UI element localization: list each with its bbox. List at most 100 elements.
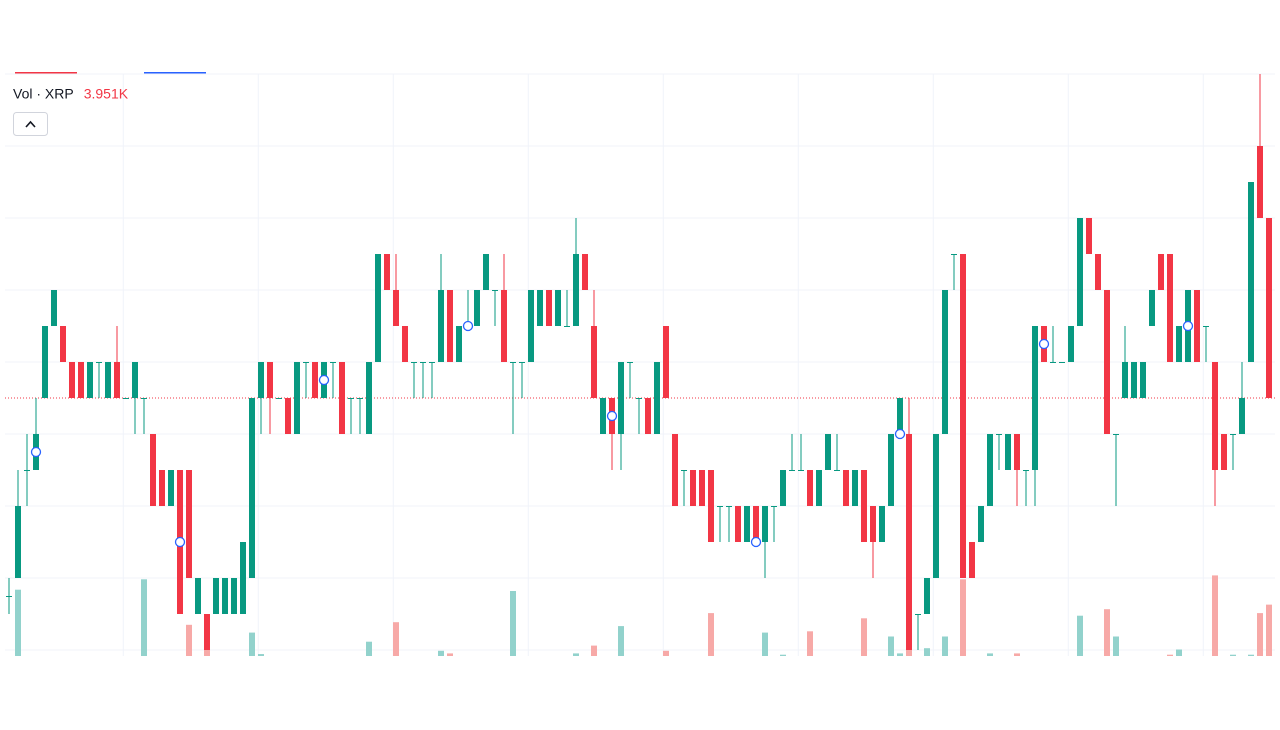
chevron-icon[interactable] [25,120,36,128]
volume-bar [1212,575,1218,656]
candle-body [1248,182,1254,362]
volume-bar [510,591,516,656]
event-marker [1038,338,1050,350]
candle-body [537,290,543,326]
volume-bar [366,641,372,656]
candle-body [330,362,336,363]
candle-body [42,326,48,398]
candle-body [1257,146,1263,218]
volume-bar [897,653,903,656]
candle-body [735,506,741,542]
candle-body [312,362,318,398]
candle-body [636,398,642,399]
candle-body [591,326,597,398]
candle-body [843,470,849,506]
candle-body [1059,362,1065,363]
volume-bar [141,579,147,656]
candle-body [186,470,192,578]
legend-value: 3.951K [84,86,129,102]
candle-body [1104,290,1110,434]
collapse-button[interactable] [13,112,48,136]
candle-body [888,434,894,506]
volume-bar [393,622,399,656]
volume-bar [762,632,768,656]
candle-body [771,506,777,507]
candle-body [1149,290,1155,326]
candle-body [78,362,84,398]
volume-bar [15,589,21,656]
volume-bar [987,653,993,656]
candle-body [717,506,723,507]
candle-body [897,398,903,434]
candle-body [1086,218,1092,254]
volume-bar [1113,636,1119,656]
candle-body [150,434,156,506]
candle-body [276,398,282,399]
legend-name: Vol · XRP [13,86,74,102]
candle-body [303,362,309,363]
volume-bar [573,653,579,656]
candle-body [969,542,975,578]
candle-body [447,290,453,362]
candle-body [420,362,426,363]
button-frame[interactable] [13,112,48,136]
candle-body [474,290,480,326]
candle-body [1122,362,1128,398]
volume-bar [1014,653,1020,656]
candle-body [816,470,822,506]
candle-body [879,506,885,542]
candle-body [456,326,462,362]
volume-bar [861,618,867,656]
candle-body [645,398,651,434]
plot-area [5,74,1275,656]
candle-body [168,470,174,506]
candle-body [564,326,570,327]
candle-body [1266,218,1272,398]
candle-body [906,434,912,650]
candle-body [690,470,696,506]
volume-bar [1230,654,1236,656]
candle-body [6,596,12,597]
candle-body [159,470,165,506]
candle-body [1221,434,1227,470]
candle-body [231,578,237,614]
candle-body [1005,434,1011,470]
volume-bar [780,654,786,656]
candle-body [1014,434,1020,470]
candle-body [60,326,66,362]
candle-body [492,290,498,291]
candle-body [339,362,345,434]
candle-body [528,290,534,362]
candle-body [834,470,840,471]
candle-body [1176,326,1182,362]
candle-body [105,362,111,398]
candle-body [996,434,1002,435]
candle-body [861,470,867,542]
candle-body [627,362,633,363]
candle-body [1032,326,1038,470]
candle-body [240,542,246,614]
volume-bar [942,636,948,656]
candle-body [114,362,120,398]
candle-body [1113,434,1119,435]
event-marker [318,374,330,386]
candle-body [762,506,768,542]
volume-bar [960,579,966,656]
candle-body [411,362,417,363]
candle-body [1140,362,1146,398]
candle-body [1131,362,1137,398]
candle-body [249,398,255,578]
candle-body [141,398,147,399]
candle-body [1239,398,1245,434]
candle-body [555,290,561,326]
volume-bar [186,624,192,656]
candle-body [870,506,876,542]
volume-bar [1257,613,1263,656]
candle-body [438,290,444,362]
candle-body [267,362,273,398]
event-marker [174,536,186,548]
candle-body [753,506,759,542]
candle-body [429,362,435,363]
candle-body [852,470,858,506]
candle-body [573,254,579,326]
